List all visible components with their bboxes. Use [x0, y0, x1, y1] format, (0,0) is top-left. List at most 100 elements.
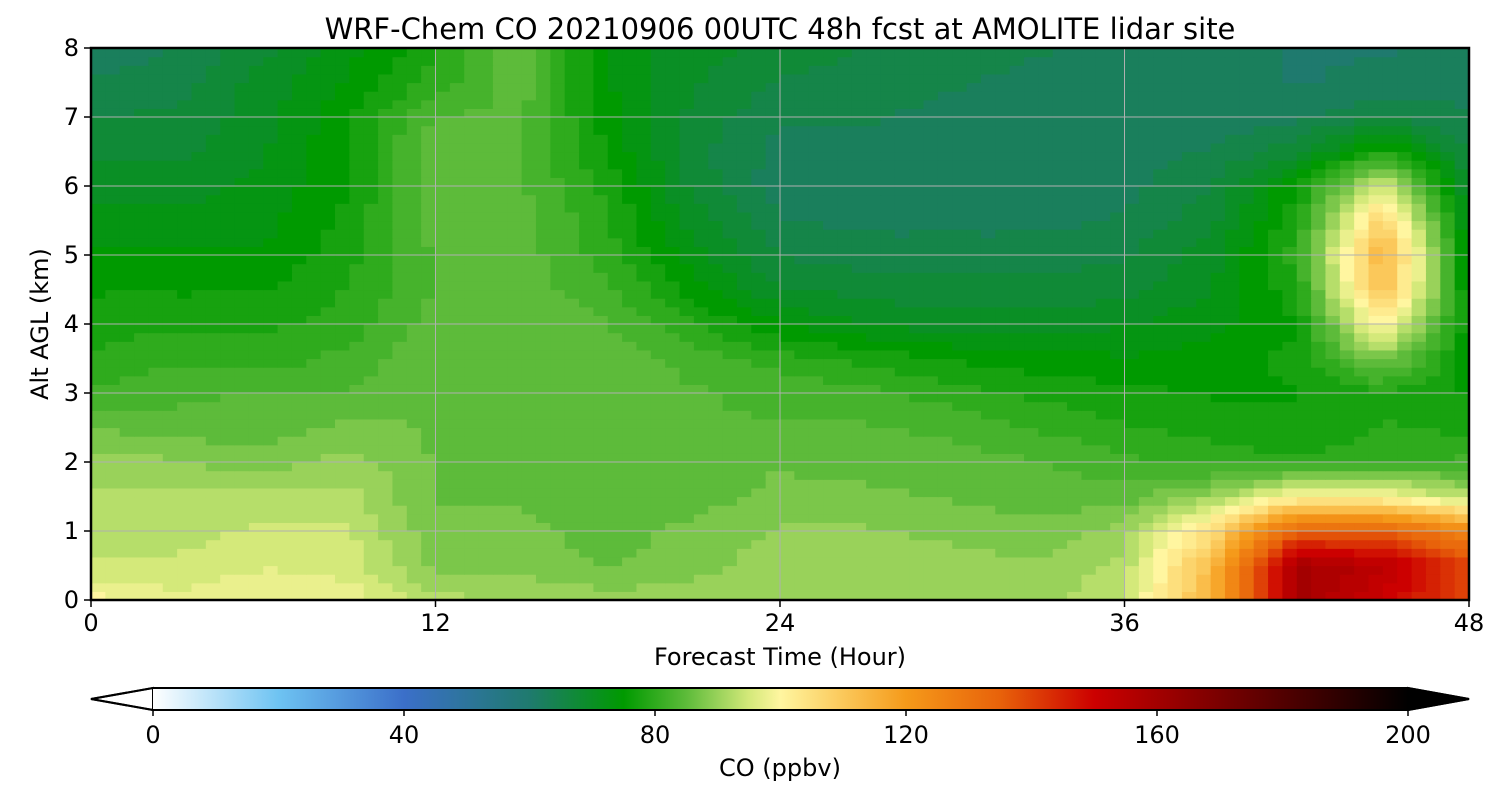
heatmap-cell: [765, 229, 781, 239]
heatmap-cell: [1067, 384, 1083, 394]
heatmap-cell: [421, 263, 437, 273]
heatmap-cell: [449, 418, 465, 429]
heatmap-cell: [1268, 453, 1283, 463]
heatmap-cell: [1110, 591, 1126, 600]
heatmap-cell: [421, 203, 437, 213]
heatmap-cell: [550, 367, 566, 377]
heatmap-cell: [421, 505, 437, 515]
heatmap-cell: [564, 332, 580, 342]
heatmap-cell: [722, 591, 738, 600]
heatmap-cell: [277, 418, 293, 429]
heatmap-cell: [1411, 375, 1427, 385]
heatmap-cell: [1253, 479, 1269, 489]
heatmap-cell: [1110, 341, 1126, 351]
heatmap-cell: [177, 444, 193, 454]
heatmap-cell: [320, 203, 336, 213]
heatmap-cell: [177, 565, 193, 575]
heatmap-cell: [320, 418, 336, 429]
heatmap-cell: [406, 496, 422, 506]
heatmap-cell: [665, 462, 681, 472]
heatmap-cell: [837, 246, 853, 256]
heatmap-cell: [866, 462, 882, 472]
heatmap-cell: [765, 531, 781, 541]
heatmap-cell: [607, 548, 623, 558]
heatmap-cell: [449, 220, 465, 230]
heatmap-cell: [291, 505, 307, 515]
heatmap-cell: [378, 453, 394, 463]
heatmap-cell: [1038, 539, 1054, 549]
heatmap-cell: [923, 384, 939, 394]
heatmap-cell: [823, 384, 839, 394]
heatmap-cell: [1009, 349, 1025, 360]
heatmap-cell: [1282, 582, 1298, 592]
heatmap-cell: [765, 565, 781, 575]
heatmap-cell: [1239, 168, 1255, 178]
heatmap-cell: [1081, 582, 1097, 592]
heatmap-cell: [1124, 367, 1140, 377]
heatmap-cell: [234, 298, 250, 308]
heatmap-cell: [105, 186, 121, 196]
heatmap-cell: [535, 487, 551, 498]
heatmap-cell: [191, 496, 207, 506]
heatmap-cell: [1411, 177, 1427, 187]
heatmap-cell: [1397, 470, 1413, 480]
heatmap-cell: [851, 349, 867, 360]
heatmap-cell: [421, 513, 437, 523]
heatmap-cell: [794, 384, 810, 394]
heatmap-cell: [650, 324, 666, 334]
heatmap-cell: [1110, 556, 1126, 567]
heatmap-cell: [1354, 289, 1370, 299]
heatmap-cell: [291, 229, 307, 239]
heatmap-cell: [277, 220, 293, 230]
heatmap-cell: [220, 160, 236, 170]
heatmap-cell: [765, 203, 781, 213]
heatmap-cell: [851, 531, 867, 541]
heatmap-cell: [1425, 177, 1441, 187]
heatmap-cell: [421, 539, 437, 549]
heatmap-cell: [1325, 186, 1341, 196]
heatmap-cell: [1311, 487, 1327, 498]
heatmap-cell: [119, 194, 135, 204]
heatmap-cell: [392, 539, 408, 549]
heatmap-cell: [406, 272, 422, 282]
heatmap-cell: [636, 194, 652, 204]
heatmap-cell: [1397, 324, 1413, 334]
heatmap-cell: [1354, 531, 1370, 541]
heatmap-cell: [909, 160, 925, 170]
heatmap-cell: [794, 513, 810, 523]
heatmap-cell: [335, 418, 350, 429]
heatmap-cell: [1095, 470, 1111, 480]
heatmap-cell: [607, 582, 623, 592]
heatmap-cell: [105, 203, 121, 213]
heatmap-cell: [866, 211, 882, 222]
heatmap-cell: [1110, 324, 1126, 334]
heatmap-cell: [765, 539, 781, 549]
heatmap-cell: [177, 246, 193, 256]
heatmap-cell: [665, 427, 681, 437]
heatmap-cell: [579, 522, 594, 532]
heatmap-cell: [1311, 177, 1327, 187]
heatmap-cell: [665, 203, 681, 213]
heatmap-cell: [91, 142, 106, 153]
heatmap-cell: [880, 427, 896, 437]
heatmap-cell: [1138, 246, 1154, 256]
heatmap-cell: [378, 237, 394, 247]
heatmap-cell: [1196, 453, 1212, 463]
heatmap-cell: [521, 410, 537, 420]
heatmap-cell: [421, 410, 437, 420]
heatmap-cell: [751, 505, 767, 515]
heatmap-cell: [1153, 168, 1169, 178]
heatmap-cell: [693, 591, 709, 600]
heatmap-cell: [492, 220, 508, 230]
heatmap-cell: [1253, 565, 1269, 575]
heatmap-cell: [880, 237, 896, 247]
heatmap-cell: [134, 306, 150, 316]
heatmap-cell: [507, 332, 523, 342]
heatmap-cell: [1354, 332, 1370, 342]
heatmap-cell: [177, 556, 193, 567]
heatmap-cell: [794, 522, 810, 532]
heatmap-cell: [1253, 401, 1269, 411]
heatmap-cell: [119, 384, 135, 394]
heatmap-cell: [980, 298, 996, 308]
heatmap-cell: [1138, 384, 1154, 394]
